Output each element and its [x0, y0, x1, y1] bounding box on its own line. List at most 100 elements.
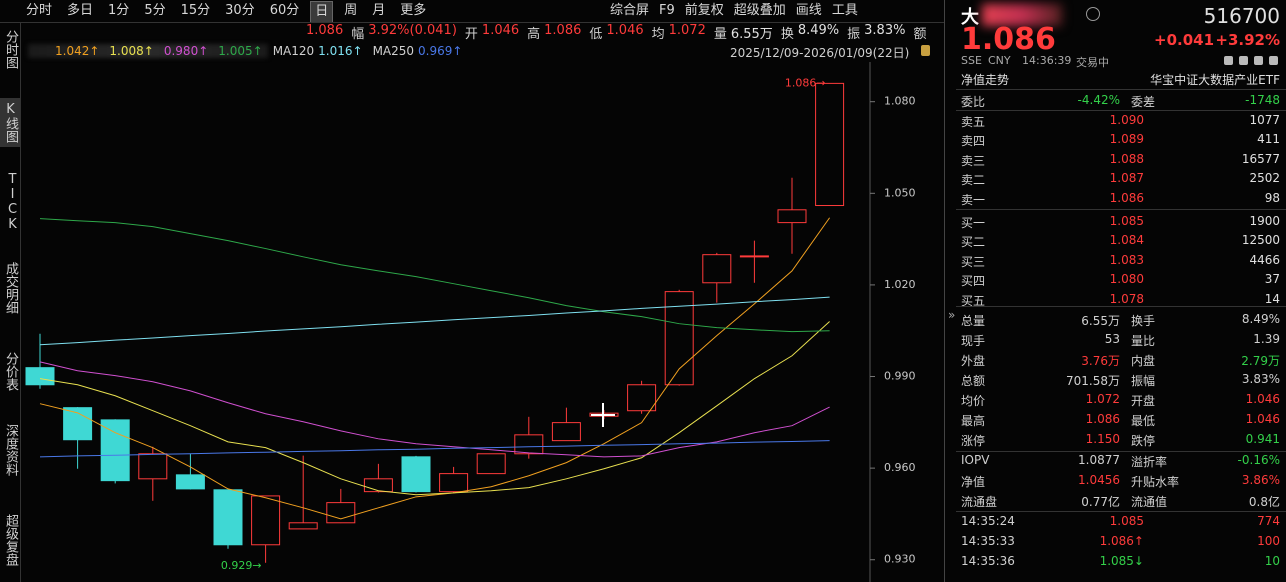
quote-value: 1.046	[606, 23, 644, 38]
high-label: 1.086→	[785, 76, 826, 89]
cell: 2.79万	[1241, 354, 1280, 368]
cell: 1.046	[1245, 412, 1280, 426]
legend-item: 1.008↑	[109, 44, 153, 58]
candle-body	[100, 419, 130, 482]
cell: 现手	[961, 334, 986, 348]
cell: 振幅	[1131, 374, 1156, 388]
cell: 0.8亿	[1248, 495, 1280, 509]
side-tab[interactable]: 分时图	[3, 30, 18, 69]
candle-body	[702, 254, 732, 284]
cell: 1.0877	[1078, 453, 1120, 467]
book-label: 卖二	[961, 173, 986, 188]
tick-time: 14:35:33	[961, 534, 1015, 548]
panel-icon[interactable]	[1269, 56, 1278, 65]
cell: 跌停	[1131, 434, 1156, 448]
ma-line	[39, 218, 830, 333]
cell: 1.39	[1253, 332, 1280, 346]
book-price: 1.088	[1109, 151, 1144, 166]
cell: 1.150	[1085, 432, 1120, 446]
tool-button[interactable]: 超级叠加	[733, 3, 786, 18]
side-tab[interactable]: 超级复盘	[3, 514, 18, 566]
legend-item: MA250 0.969↑	[373, 44, 463, 58]
quote-value: 3.83%	[864, 23, 906, 38]
tick-price: 1.085↓	[1099, 554, 1144, 568]
divider	[956, 306, 1286, 307]
fund-name: 华宝中证大数据产业ETF	[1150, 73, 1280, 87]
panel-icon[interactable]	[1239, 56, 1248, 65]
panel-icon[interactable]	[1224, 56, 1233, 65]
period-tab[interactable]: 15分	[180, 3, 211, 18]
side-tab[interactable]: 深度资料	[3, 424, 18, 476]
cell: 0.941	[1245, 432, 1280, 446]
cell: IOPV	[961, 453, 990, 467]
candle-body	[551, 422, 581, 442]
period-tab[interactable]: 60分	[269, 3, 300, 18]
blurred-area	[28, 44, 268, 58]
cell: 涨停	[961, 434, 986, 448]
side-tab[interactable]: 成交明细	[3, 262, 18, 314]
divider	[956, 209, 1286, 210]
legend-name: MA250	[372, 44, 415, 58]
book-label: 卖三	[961, 153, 986, 168]
book-volume: 37	[1264, 272, 1280, 287]
cell: 3.76万	[1081, 354, 1120, 368]
book-price: 1.078	[1109, 291, 1144, 306]
tool-button[interactable]: 综合屏	[610, 3, 650, 18]
book-volume: 16577	[1241, 151, 1280, 166]
quote-time: 14:36:39	[1022, 54, 1072, 67]
candle-body	[401, 456, 431, 493]
period-tab[interactable]: 日	[310, 1, 334, 23]
collapse-arrow[interactable]: »	[948, 308, 956, 322]
legend-value: 0.980↑	[163, 44, 209, 58]
candle-body	[138, 453, 168, 480]
period-tab[interactable]: 30分	[225, 3, 255, 18]
tool-button[interactable]: 画线	[795, 3, 822, 18]
lock-icon[interactable]	[921, 45, 930, 56]
period-tab[interactable]: 1分	[108, 3, 130, 18]
side-tab[interactable]: K线图	[0, 98, 20, 147]
candle-body	[175, 474, 205, 490]
tool-button[interactable]: 工具	[831, 3, 858, 18]
ma-line	[39, 440, 830, 458]
tool-button[interactable]: F9	[659, 3, 675, 18]
panel-icon[interactable]	[1254, 56, 1263, 65]
tool-button[interactable]: 前复权	[684, 3, 724, 18]
quote-value: 3.92%(0.041)	[368, 23, 457, 38]
quote-item: 均 1.072	[652, 23, 706, 42]
book-label: 买三	[961, 254, 986, 269]
period-tab[interactable]: 更多	[400, 3, 427, 18]
book-label: 卖一	[961, 192, 986, 207]
legend-name: MA120	[272, 44, 315, 58]
stock-name: 大	[961, 7, 979, 28]
period-tab[interactable]: 分时	[26, 3, 53, 18]
cell: 53	[1104, 332, 1120, 346]
book-volume: 2502	[1249, 171, 1280, 186]
cell: 委差	[1131, 95, 1156, 109]
book-volume: 1077	[1249, 113, 1280, 127]
book-volume: 14	[1264, 291, 1280, 306]
book-price: 1.087	[1109, 171, 1144, 186]
cell: -4.42%	[1077, 93, 1120, 107]
period-tab[interactable]: 多日	[67, 3, 94, 18]
quote-value: 8.49%	[797, 23, 840, 38]
book-label: 买四	[961, 274, 986, 289]
period-tab[interactable]: 5分	[144, 3, 166, 18]
legend-item: MA120 1.016↑	[273, 44, 363, 58]
stock-code: 516700	[1203, 4, 1280, 28]
cell: 流通盘	[961, 495, 998, 509]
side-tab[interactable]: TICK	[5, 172, 20, 232]
tick-time: 14:35:36	[961, 554, 1015, 568]
y-tick-label: 0.960	[884, 461, 916, 474]
tool-menu: 综合屏 F9 前复权 超级叠加 画线 工具	[606, 1, 862, 21]
legend-item: 0.980↑	[164, 44, 208, 58]
side-tab[interactable]: 分价表	[3, 352, 18, 391]
tick-volume: 100	[1257, 534, 1280, 548]
period-tab[interactable]: 周	[344, 3, 358, 18]
divider	[944, 0, 945, 582]
cell: 1.0456	[1078, 473, 1120, 487]
book-volume: 98	[1264, 190, 1280, 205]
legend-value: 1.016↑	[318, 44, 363, 58]
period-tab[interactable]: 月	[372, 3, 386, 18]
info-icon[interactable]	[1086, 7, 1100, 21]
